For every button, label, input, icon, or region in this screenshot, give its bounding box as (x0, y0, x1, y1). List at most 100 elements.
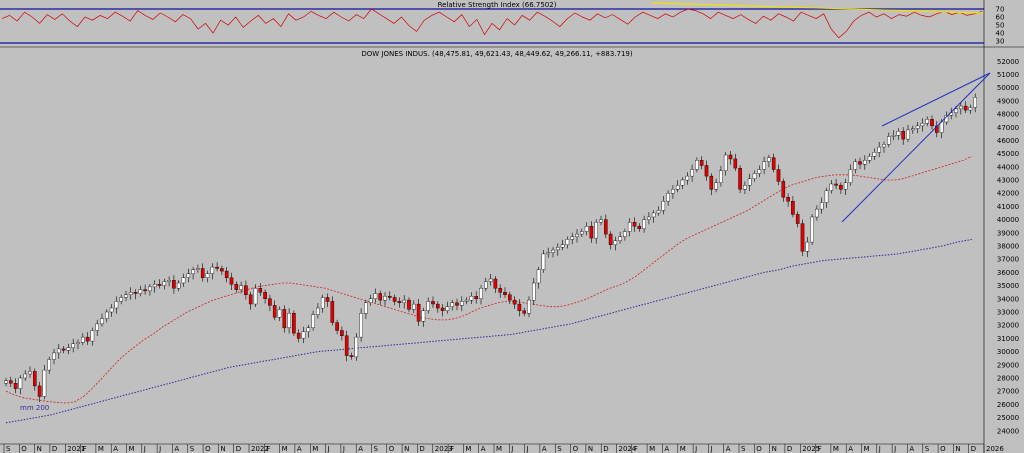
candle-body (915, 125, 920, 129)
candle-body (311, 314, 315, 329)
candle-body (215, 266, 219, 269)
x-tick-label: O (756, 445, 762, 453)
candle-body (695, 159, 699, 170)
price-tick-label: 26000 (997, 401, 1019, 409)
candle-body (618, 236, 622, 242)
candle-body (556, 247, 560, 251)
x-tick-label: A (174, 445, 179, 453)
x-tick-label: J (327, 445, 330, 453)
price-tick-label: 25000 (997, 414, 1019, 422)
candle-body (805, 241, 810, 252)
candle-body (719, 170, 723, 183)
x-tick-label: J (893, 445, 896, 453)
candle-body (887, 136, 891, 145)
x-tick-label: A (664, 445, 669, 453)
x-tick-label: J (158, 445, 161, 453)
price-tick-label: 33000 (997, 309, 1019, 317)
candle-body (378, 293, 383, 301)
candle-body (4, 380, 8, 384)
candle-body (436, 303, 440, 309)
x-tick-label: A (848, 445, 853, 453)
candle-body (407, 299, 411, 310)
candle-body (685, 175, 690, 181)
candle-body (320, 297, 325, 309)
candle-body (306, 327, 311, 332)
candle-body (66, 347, 71, 351)
candle-body (224, 270, 229, 278)
candle-body (464, 299, 469, 302)
x-tick-label: O (21, 445, 27, 453)
candle-body (253, 288, 258, 305)
candle-body (906, 129, 910, 140)
x-tick-label: A (481, 445, 486, 453)
candle-body (80, 336, 85, 343)
candle-body (853, 161, 858, 170)
candle-body (8, 380, 13, 384)
candle-body (416, 303, 421, 322)
x-tick-label: N (588, 445, 593, 453)
candle-body (176, 282, 181, 289)
x-tick-label: A (113, 445, 118, 453)
x-tick-label: J (342, 445, 345, 453)
candle-body (100, 318, 104, 325)
candle-body (248, 294, 253, 305)
candle-body (815, 208, 819, 218)
candle-body (104, 311, 109, 319)
x-tick-label: F (266, 445, 270, 453)
candle-body (637, 225, 642, 229)
candle-body (508, 294, 512, 301)
candle-body (959, 105, 963, 109)
candle-body (661, 200, 666, 211)
x-tick-label: S (190, 445, 195, 453)
candle-body (858, 161, 862, 165)
x-tick-label: A (358, 445, 363, 453)
price-tick-label: 39000 (997, 229, 1019, 237)
wedge-lower-trendline (841, 72, 991, 223)
candle-body (623, 231, 627, 238)
candle-body (354, 336, 359, 358)
price-tick-label: 46000 (997, 137, 1019, 145)
candlesticks (4, 93, 977, 403)
price-title: DOW JONES INDUS. (48,475.81, 49,621.43, … (361, 50, 633, 58)
candle-body (421, 310, 426, 322)
candle-body (632, 222, 637, 227)
candle-body (704, 165, 709, 177)
price-tick-label: 42000 (997, 190, 1019, 198)
candle-body (85, 336, 90, 342)
candle-body (541, 253, 546, 270)
candle-body (647, 216, 651, 220)
candle-body (272, 305, 277, 318)
candle-body (445, 306, 450, 311)
candle-body (47, 359, 51, 371)
candle-body (867, 156, 872, 161)
candle-body (930, 119, 934, 127)
candle-body (733, 158, 738, 169)
candle-body (450, 302, 455, 307)
candle-body (95, 323, 99, 331)
x-tick-label: J (709, 445, 712, 453)
price-tick-label: 51000 (997, 71, 1019, 79)
price-axis: 24000 25000 26000 27000 28000 29000 30000 31000… (997, 58, 1019, 435)
candle-body (13, 383, 18, 389)
short-ma-line (5, 155, 973, 404)
candle-body (167, 280, 171, 282)
candle-body (229, 277, 234, 285)
candle-body (325, 297, 330, 302)
candle-body (392, 297, 397, 302)
candle-body (532, 282, 536, 301)
candle-body (205, 273, 210, 278)
price-tick-label: 50000 (997, 84, 1019, 92)
candle-body (834, 183, 838, 186)
candle-body (800, 223, 805, 252)
x-tick-label: S (557, 445, 562, 453)
price-tick-label: 45000 (997, 150, 1019, 158)
x-tick-label: 2026 (986, 445, 1004, 453)
price-tick-label: 27000 (997, 388, 1019, 396)
x-tick-label: M (312, 445, 318, 453)
candle-body (191, 269, 195, 274)
x-tick-label: F (450, 445, 454, 453)
candle-body (565, 239, 570, 245)
x-tick-label: 2024 (619, 445, 637, 453)
candle-body (397, 301, 402, 303)
x-tick-label: 2023 (435, 445, 453, 453)
